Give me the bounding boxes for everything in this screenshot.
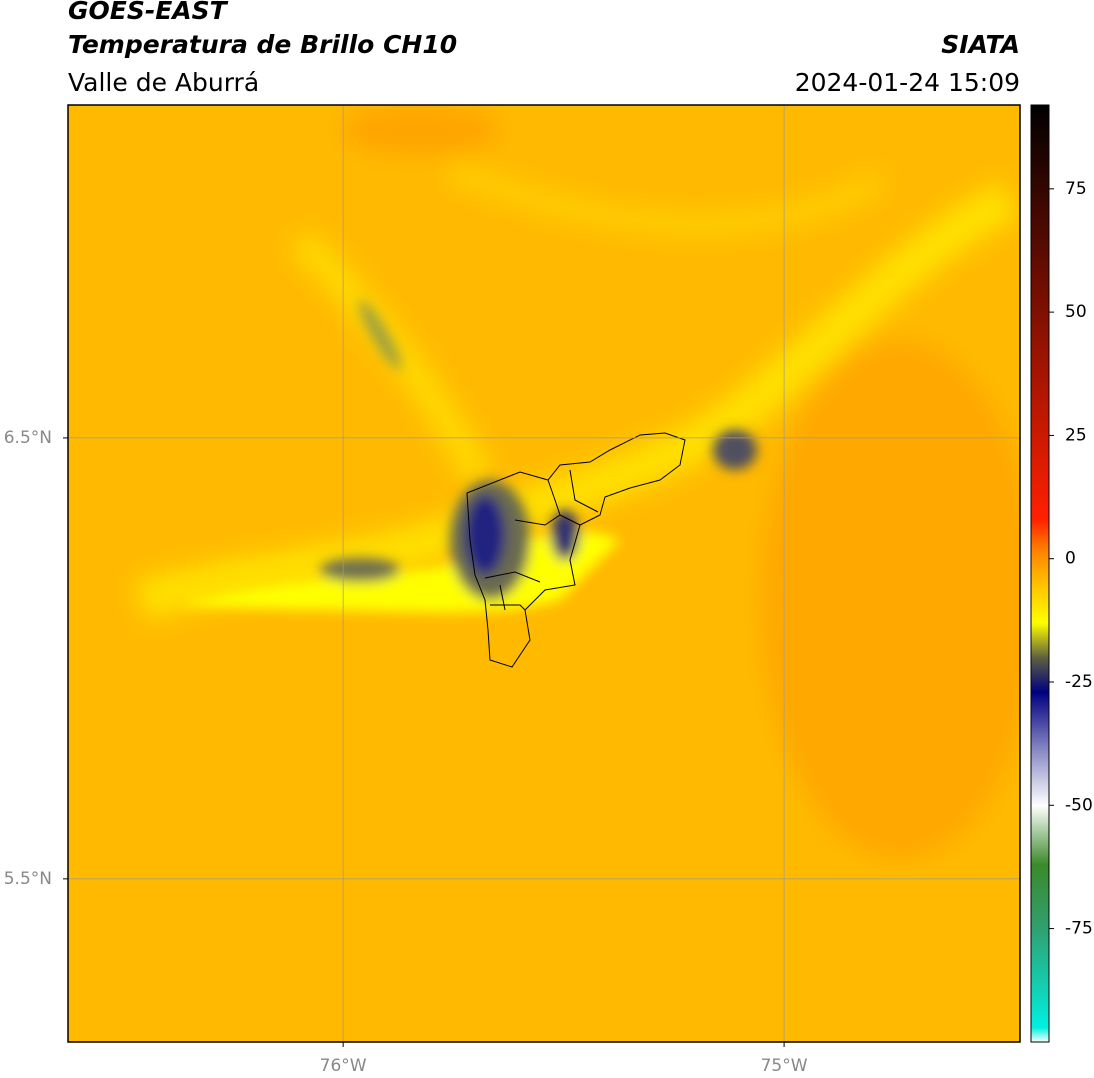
colorbar-tick-label: 50 [1065, 302, 1087, 322]
grid [63, 105, 1020, 1047]
y-tick-label: 6.5°N [4, 428, 52, 448]
y-tick-label: 5.5°N [4, 869, 52, 889]
colorbar-tick-label: -25 [1065, 672, 1093, 692]
title: GOES-EAST [68, 0, 229, 25]
colorbar-tick-label: -50 [1065, 795, 1093, 815]
colorbar-tick-label: 75 [1065, 179, 1087, 199]
subtitle: Temperatura de Brillo CH10 [68, 30, 457, 59]
colorbar-segment [1031, 864, 1049, 930]
colorbar-segment [1031, 805, 1049, 865]
colorbar-segment [1031, 928, 1049, 1028]
colorbar-segment [1031, 657, 1049, 693]
colorbar-segment [1031, 691, 1049, 747]
colorbar-segment [1031, 105, 1049, 520]
x-tick-label: 76°W [320, 1056, 367, 1076]
colorbar-segment [1031, 622, 1049, 658]
colorbar-frame [1030, 104, 1050, 1043]
colorbar-tick-label: 0 [1065, 549, 1076, 569]
region: Valle de Aburrá [68, 68, 259, 97]
colorbar-segment [1031, 1027, 1049, 1043]
x-tick-label: 75°W [761, 1056, 808, 1076]
colorbar: 75 50 25 0 -25 -50 -75 [1030, 104, 1093, 1043]
colorbar-tick-label: -75 [1065, 919, 1093, 939]
colorbar-segment [1031, 519, 1049, 550]
map-frame [67, 104, 1021, 1043]
municipality-borders [466, 432, 686, 668]
source: SIATA [941, 30, 1020, 59]
colorbar-segment [1031, 746, 1049, 806]
colorbar-segment [1031, 548, 1049, 584]
timestamp: 2024-01-24 15:09 [795, 68, 1020, 97]
field [68, 105, 1020, 1042]
colorbar-tick-label: 25 [1065, 425, 1087, 445]
cloud-cores [180, 300, 757, 613]
colorbar-segment [1031, 583, 1049, 624]
